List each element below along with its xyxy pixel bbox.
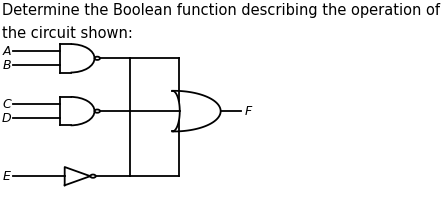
Text: E: E [3, 170, 11, 183]
Text: A: A [3, 45, 11, 58]
Text: the circuit shown:: the circuit shown: [3, 26, 133, 41]
Text: B: B [2, 59, 11, 72]
Text: D: D [1, 112, 11, 125]
Text: Determine the Boolean function describing the operation of: Determine the Boolean function describin… [3, 4, 441, 18]
Text: F: F [244, 105, 252, 118]
Text: C: C [2, 97, 11, 110]
